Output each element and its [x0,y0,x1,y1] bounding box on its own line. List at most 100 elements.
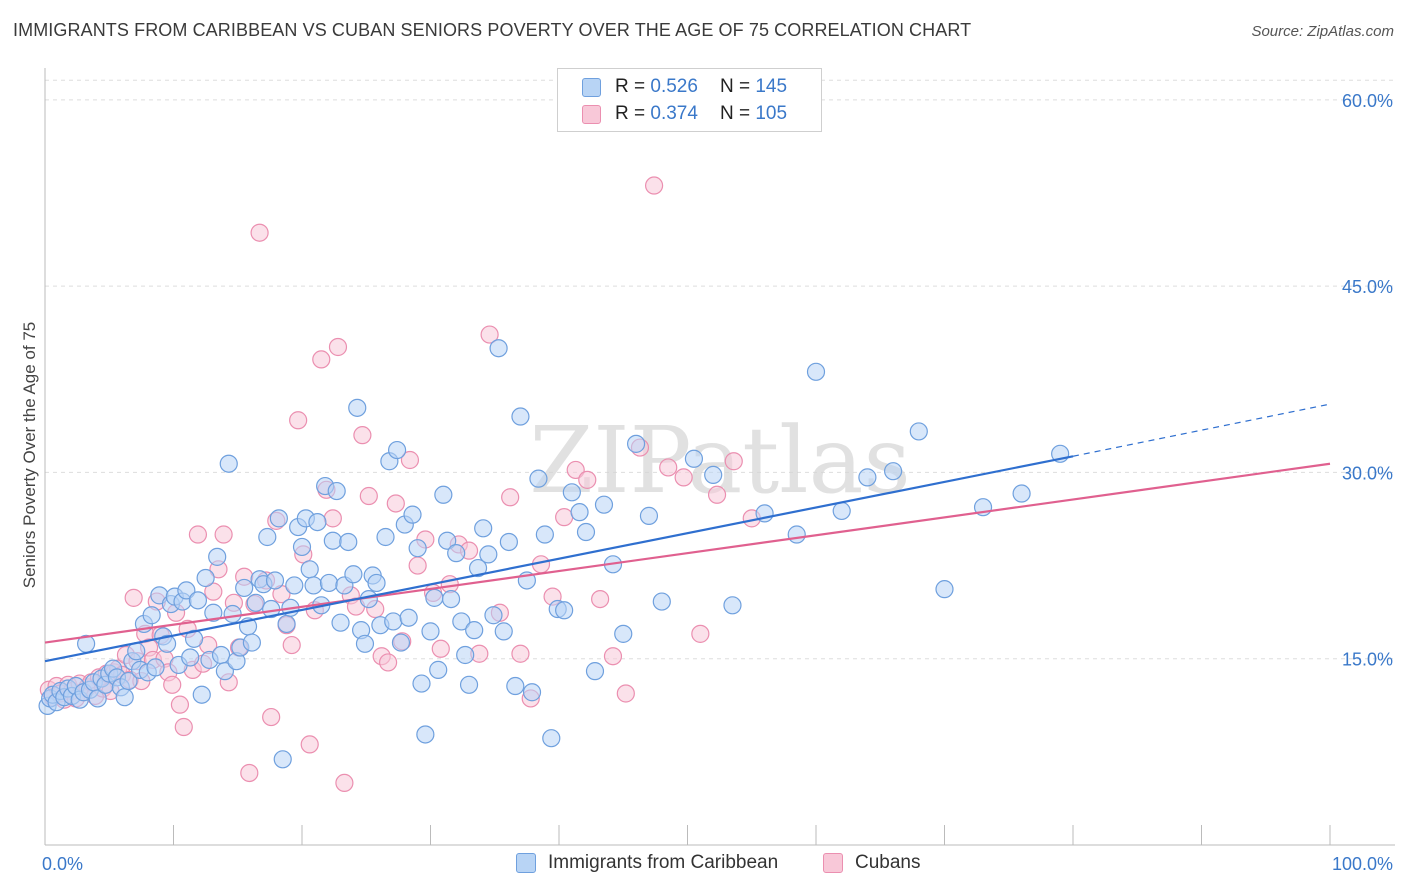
legend-n-label: N = [719,103,751,124]
bottom-legend-label: Immigrants from Caribbean [548,852,779,873]
caribbean-point [308,512,327,532]
caribbean-point [438,531,457,550]
cubans-point [174,717,193,737]
caribbean-point [344,565,363,584]
caribbean-point [468,558,488,578]
legend-n-value: 145 [755,76,788,97]
bottom-legend-cubans: Cubans [823,852,921,874]
cubans-point [603,647,623,666]
caribbean-point [585,662,605,681]
legend-r-value: 0.374 [650,103,698,124]
series-immigrants-from-caribbean [38,339,1070,769]
caribbean-point [456,645,475,665]
caribbean-trend-extension [1072,403,1331,457]
cubans-point [359,486,378,506]
caribbean-point [157,634,177,653]
caribbean-point [184,629,204,648]
legend-swatch-blue [582,77,601,97]
caribbean-point [626,434,646,453]
caribbean-point [246,593,265,612]
caribbean-point [215,662,234,681]
cubans-point [240,763,259,783]
caribbean-point [376,527,395,547]
y-tick-labels: 15.0% 30.0% 45.0% 60.0% [1342,91,1393,670]
caribbean-point [327,481,346,501]
y-tick-label: 60.0% [1342,91,1393,111]
legend-row-cubans: R = 0.374 N = 105 [582,101,787,127]
cubans-point [707,485,727,504]
caribbean-point [452,612,471,631]
caribbean-point [188,591,208,610]
cubans-point [616,684,635,703]
caribbean-point [832,501,851,521]
caribbean-point [494,622,513,641]
cubans-point [328,337,348,357]
cubans-point [289,411,308,430]
cubans-point [188,525,208,544]
caribbean-point [459,675,479,694]
caribbean-point [391,633,411,652]
cubans-point [335,773,354,793]
caribbean-point [177,581,196,600]
cubans-point [214,525,233,544]
cubans-point [408,556,427,575]
x-tick-labels: 0.0% 100.0% [42,854,1393,874]
chart-source: Source: ZipAtlas.com [1251,23,1394,40]
caribbean-point [273,750,292,769]
caribbean-point [806,362,826,381]
caribbean-point [265,571,285,590]
cubans-point [124,588,143,607]
caribbean-point [412,674,431,693]
cubans-point [282,635,301,655]
caribbean-point [723,596,742,615]
axes [44,68,1395,846]
caribbean-point [242,633,261,652]
caribbean-point [499,532,518,552]
caribbean-point [208,547,227,566]
caribbean-point [576,522,596,542]
caribbean-point [447,544,466,563]
caribbean-point [465,621,484,640]
caribbean-point [196,568,215,588]
caribbean-point [704,465,723,485]
caribbean-point [355,634,375,653]
caribbean-point [387,440,407,460]
caribbean-point [542,729,561,748]
caribbean-point [367,573,386,593]
legend-n-value: 105 [755,103,788,124]
legend-r-value: 0.526 [650,76,698,97]
cubans-point [300,735,319,754]
caribbean-point [858,468,877,487]
chart-title: IMMIGRANTS FROM CARIBBEAN VS CUBAN SENIO… [13,20,972,40]
caribbean-point [115,688,134,707]
caribbean-point [909,422,928,441]
cubans-point [400,450,420,470]
cubans-point [724,452,743,471]
caribbean-point [555,601,574,620]
bottom-legend: Immigrants from Caribbean Cubans [0,852,1406,878]
caribbean-point [258,527,277,547]
caribbean-point [614,624,633,643]
caribbean-point [277,614,296,634]
caribbean-point [562,483,581,502]
cubans-point [163,675,182,694]
y-tick-label: 15.0% [1342,650,1393,670]
cubans-point [204,582,223,601]
cubans-point [262,707,281,727]
caribbean-point [292,537,312,557]
caribbean-point [119,671,138,691]
x-tick-label-max: 100.0% [1332,854,1393,874]
caribbean-point [935,580,954,599]
caribbean-point [434,485,453,504]
caribbean-point [408,539,427,558]
cubans-point [591,589,610,609]
cubans-point [170,695,190,714]
caribbean-point [425,588,444,607]
caribbean-point [146,658,165,677]
cubans-point [555,508,574,527]
caribbean-point [285,576,304,595]
cubans-point [659,458,678,477]
caribbean-point [489,339,508,358]
trend-lines [44,403,1331,663]
